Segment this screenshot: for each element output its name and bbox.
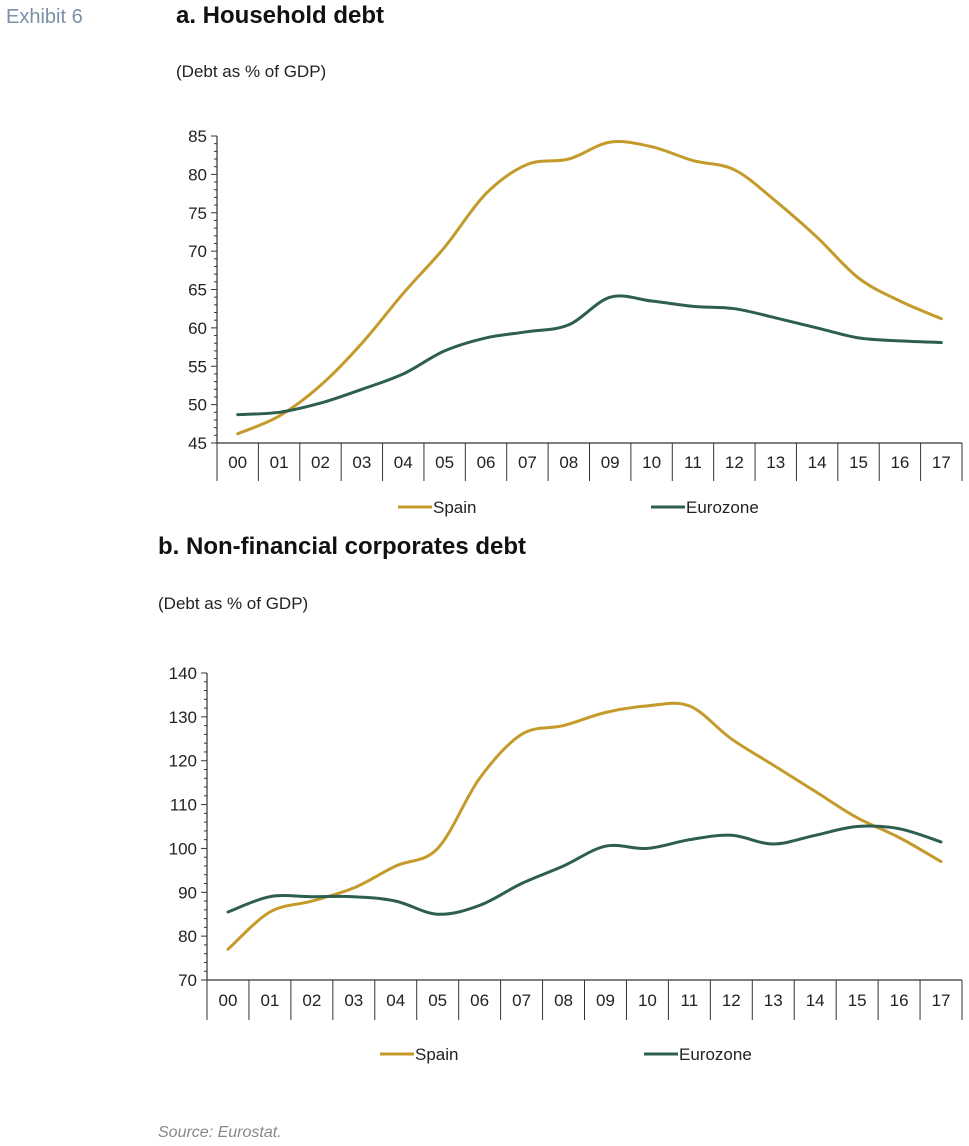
- x-tick-label: 12: [722, 991, 741, 1010]
- x-tick-label: 07: [512, 991, 531, 1010]
- x-tick-label: 00: [228, 453, 247, 472]
- exhibit-label: Exhibit 6: [6, 6, 83, 28]
- x-tick-label: 06: [477, 453, 496, 472]
- source-note: Source: Eurostat.: [158, 1124, 282, 1141]
- x-tick-label: 13: [766, 453, 785, 472]
- x-tick-label: 13: [764, 991, 783, 1010]
- y-tick-label: 70: [178, 971, 197, 990]
- x-tick-label: 16: [890, 453, 909, 472]
- series-line-spain: [226, 701, 943, 951]
- x-tick-label: 03: [344, 991, 363, 1010]
- legend-label-eurozone: Eurozone: [686, 498, 759, 517]
- chart-a-subtitle: (Debt as % of GDP): [176, 62, 327, 81]
- y-tick-label: 100: [169, 839, 197, 858]
- y-tick-label: 65: [188, 281, 207, 300]
- x-tick-label: 11: [681, 991, 699, 1010]
- y-tick-label: 70: [188, 242, 207, 261]
- y-tick-label: 75: [188, 204, 207, 223]
- chart-b-subtitle: (Debt as % of GDP): [158, 594, 309, 613]
- x-tick-label: 05: [428, 991, 447, 1010]
- x-tick-label: 04: [386, 991, 405, 1010]
- chart-b-title: b. Non-financial corporates debt: [158, 533, 527, 560]
- y-tick-label: 140: [169, 664, 197, 683]
- series-line-eurozone: [226, 824, 943, 916]
- x-tick-label: 05: [435, 453, 454, 472]
- x-tick-label: 04: [394, 453, 413, 472]
- y-tick-label: 60: [188, 319, 207, 338]
- x-tick-label: 06: [470, 991, 489, 1010]
- x-tick-label: 01: [260, 991, 279, 1010]
- chart-a-title: a. Household debt: [176, 2, 385, 29]
- legend-label-spain: Spain: [433, 498, 476, 517]
- y-tick-label: 45: [188, 434, 207, 453]
- x-tick-label: 02: [311, 453, 330, 472]
- legend-label-eurozone: Eurozone: [679, 1045, 752, 1064]
- x-tick-label: 11: [684, 453, 702, 472]
- x-tick-label: 15: [848, 991, 867, 1010]
- x-tick-label: 16: [890, 991, 909, 1010]
- x-tick-label: 10: [642, 453, 661, 472]
- series-line-eurozone: [236, 294, 943, 417]
- x-tick-label: 08: [554, 991, 573, 1010]
- x-tick-label: 14: [806, 991, 825, 1010]
- x-tick-label: 17: [932, 991, 951, 1010]
- x-tick-label: 02: [302, 991, 321, 1010]
- x-tick-label: 10: [638, 991, 657, 1010]
- x-tick-label: 17: [932, 453, 951, 472]
- y-tick-label: 80: [188, 165, 207, 184]
- y-tick-label: 120: [169, 752, 197, 771]
- y-tick-label: 80: [178, 927, 197, 946]
- x-tick-label: 07: [518, 453, 537, 472]
- x-tick-label: 09: [601, 453, 620, 472]
- x-tick-label: 01: [270, 453, 289, 472]
- y-tick-label: 50: [188, 396, 207, 415]
- y-tick-label: 110: [170, 796, 197, 815]
- y-tick-label: 130: [169, 708, 197, 727]
- x-tick-label: 08: [559, 453, 578, 472]
- series-line-spain: [236, 140, 943, 436]
- x-tick-label: 00: [219, 991, 238, 1010]
- x-tick-label: 09: [596, 991, 615, 1010]
- x-tick-label: 12: [725, 453, 744, 472]
- x-tick-label: 03: [352, 453, 371, 472]
- y-tick-label: 90: [178, 883, 197, 902]
- y-tick-label: 85: [188, 127, 207, 146]
- x-tick-label: 15: [849, 453, 868, 472]
- x-tick-label: 14: [808, 453, 827, 472]
- legend-label-spain: Spain: [415, 1045, 458, 1064]
- y-tick-label: 55: [188, 357, 207, 376]
